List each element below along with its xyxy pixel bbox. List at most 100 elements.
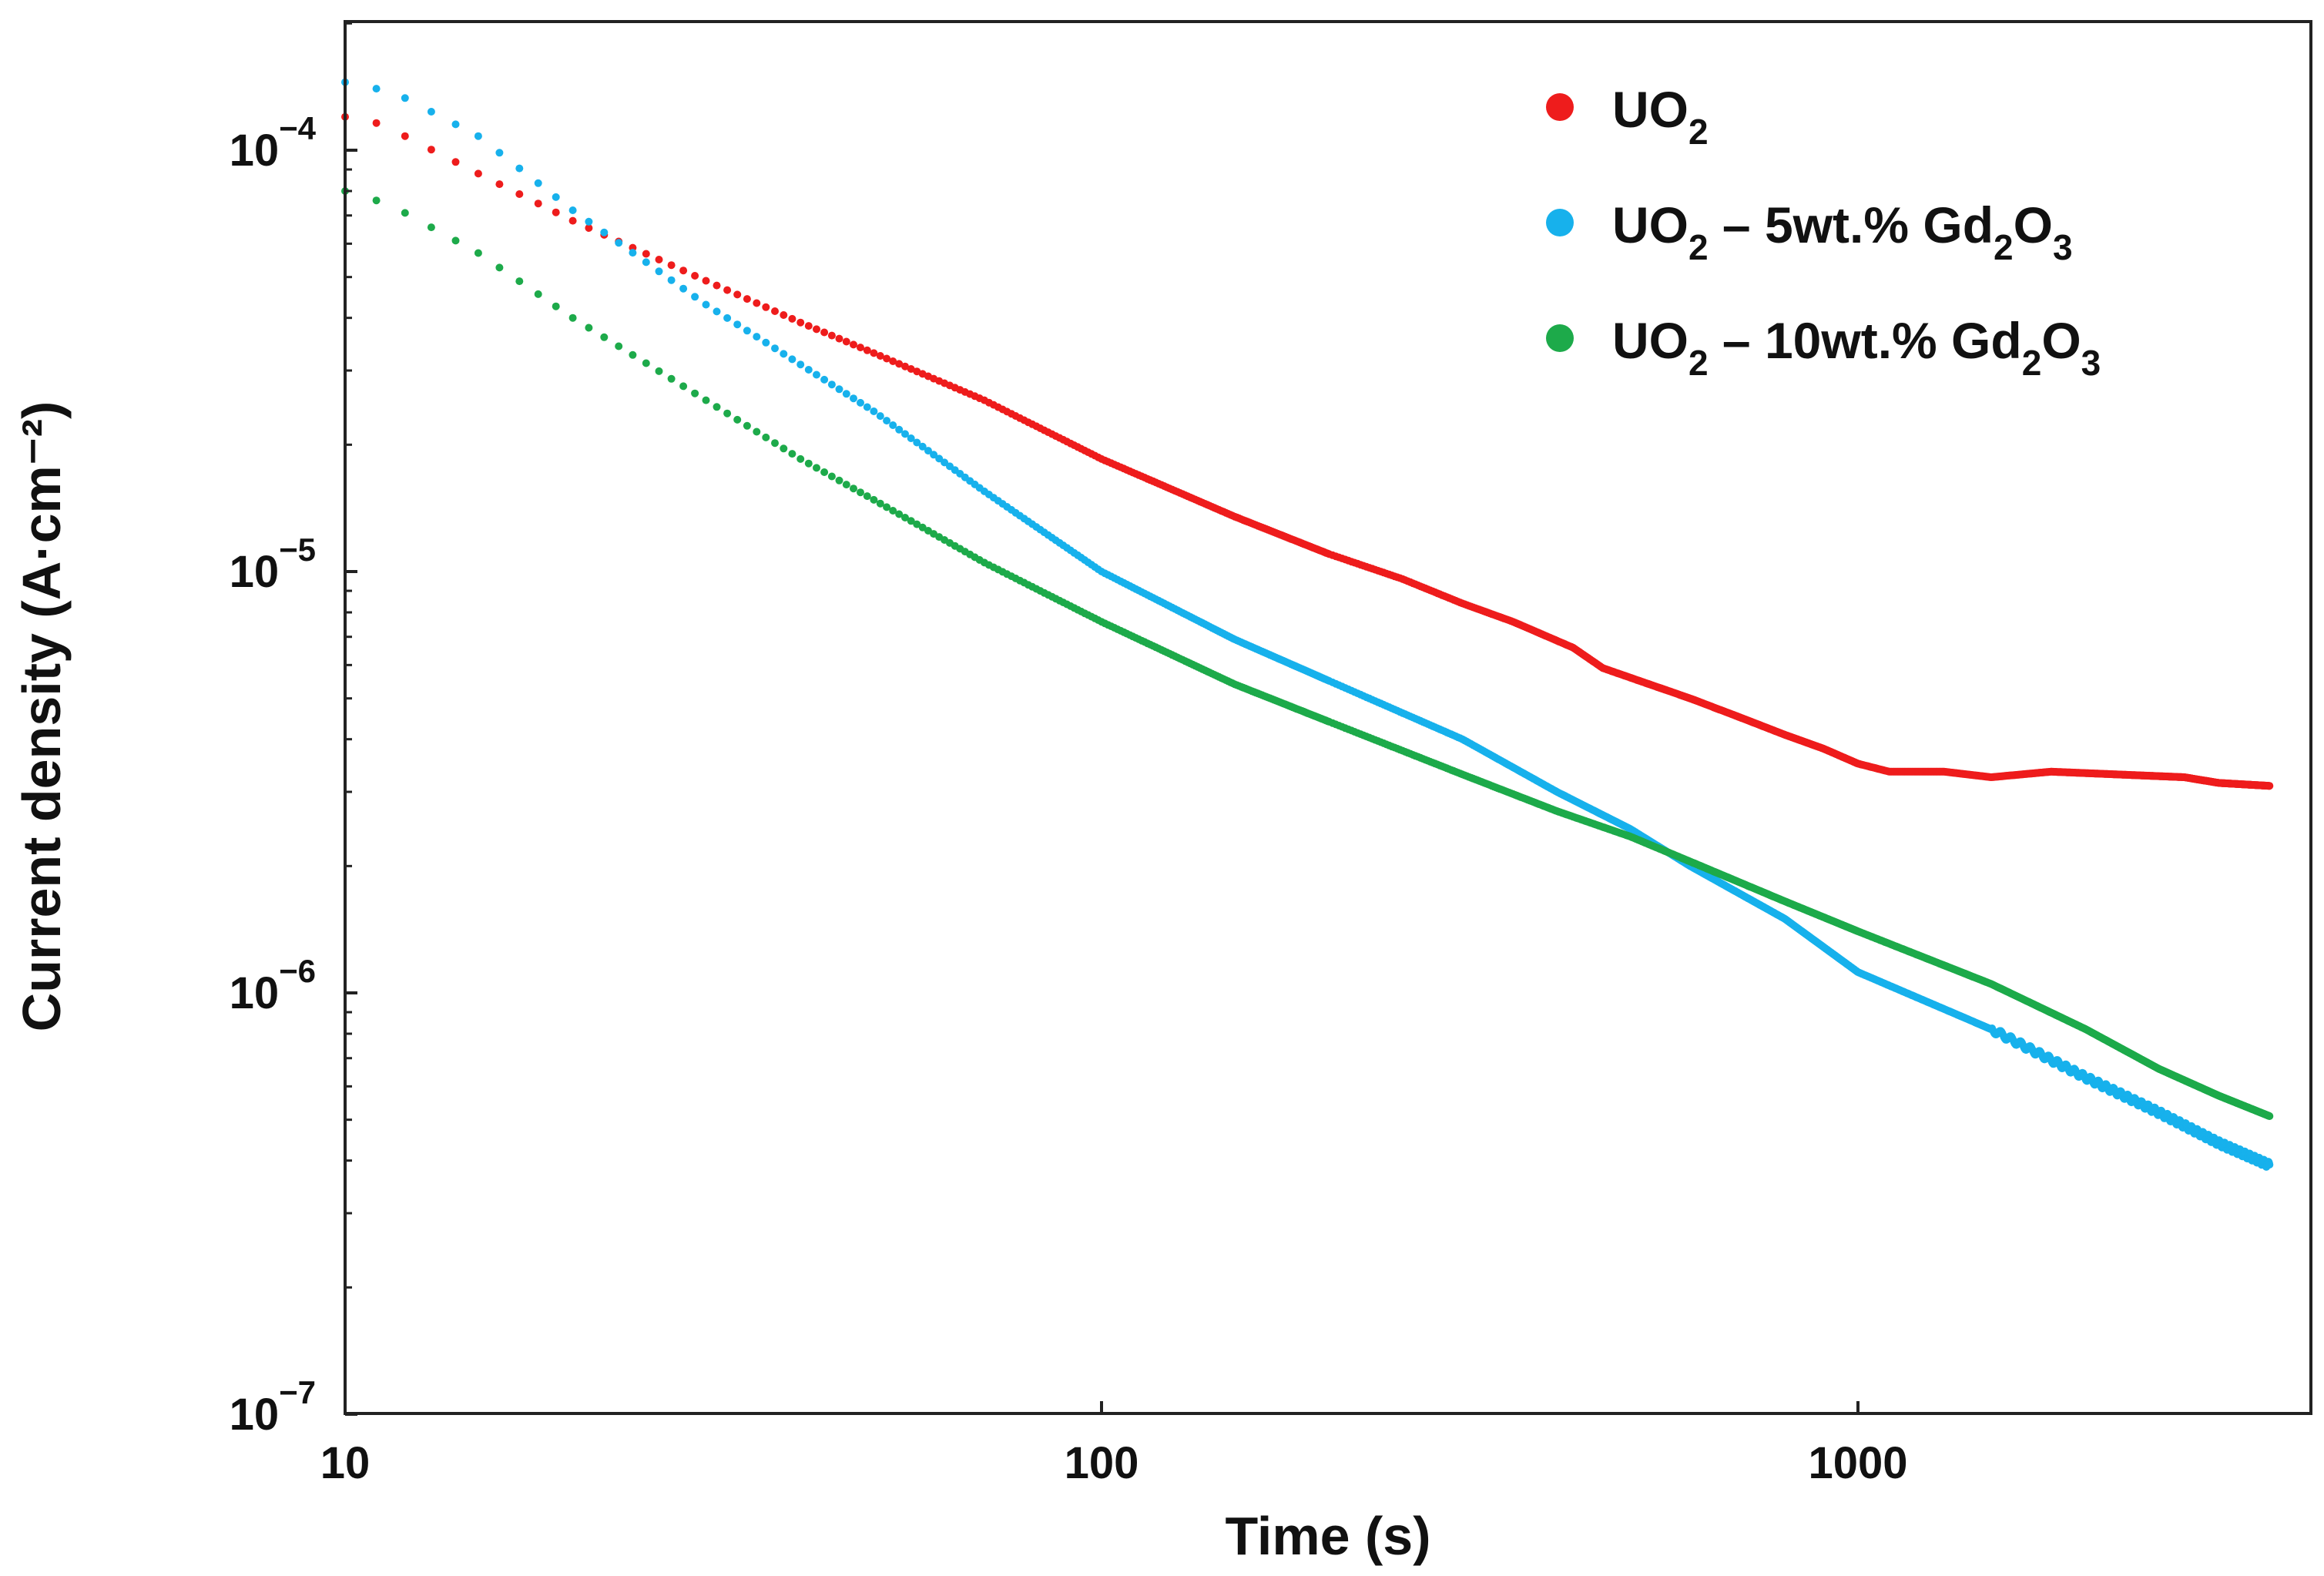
data-point bbox=[941, 458, 949, 467]
y-tick-label: 10−5 bbox=[230, 531, 316, 597]
data-point bbox=[813, 371, 820, 379]
data-point bbox=[857, 488, 864, 497]
data-point bbox=[743, 295, 751, 303]
legend-label-part: 2 bbox=[2022, 343, 2042, 383]
data-point bbox=[842, 337, 850, 346]
data-point bbox=[372, 119, 381, 127]
data-point bbox=[655, 256, 663, 263]
data-point bbox=[743, 421, 751, 430]
series-2 bbox=[341, 78, 2274, 1171]
data-point bbox=[889, 507, 897, 515]
y-tick-label: 10−6 bbox=[230, 953, 316, 1018]
data-point bbox=[857, 344, 864, 352]
legend-label-part: – 5wt.% Gd bbox=[1709, 196, 1994, 253]
data-point bbox=[850, 394, 857, 403]
data-point bbox=[733, 290, 742, 299]
data-point bbox=[870, 495, 878, 504]
data-point bbox=[780, 311, 788, 319]
data-point bbox=[835, 385, 843, 394]
data-point bbox=[930, 451, 938, 459]
x-tick-label: 10 bbox=[320, 1438, 371, 1488]
y-axis-ticks: 10−410−510−610−7 bbox=[230, 22, 357, 1440]
data-point bbox=[679, 267, 688, 275]
data-point bbox=[733, 415, 742, 424]
data-point bbox=[655, 367, 663, 375]
data-point bbox=[585, 217, 593, 226]
y-axis-title: Current density (A·cm⁻²) bbox=[12, 401, 72, 1032]
legend-label-part: 3 bbox=[2081, 343, 2101, 383]
data-point bbox=[691, 389, 699, 397]
legend-label: UO2 bbox=[1612, 81, 1709, 152]
data-point bbox=[401, 132, 409, 140]
data-point bbox=[857, 398, 864, 407]
legend-label: UO2 – 10wt.% Gd2O3 bbox=[1612, 312, 2101, 383]
y-tick-exponent: −7 bbox=[279, 1374, 316, 1410]
data-point bbox=[918, 523, 927, 531]
legend-label-part: – 10wt.% Gd bbox=[1709, 312, 2022, 369]
data-point bbox=[723, 286, 732, 294]
x-axis-title: Time (s) bbox=[1225, 1506, 1430, 1566]
y-tick-base: 10 bbox=[230, 1390, 280, 1440]
series-3 bbox=[341, 187, 2274, 1120]
data-point bbox=[713, 307, 721, 316]
data-point bbox=[895, 425, 904, 434]
data-point bbox=[827, 331, 836, 340]
data-point bbox=[876, 412, 884, 421]
data-point bbox=[702, 396, 710, 404]
data-point bbox=[842, 481, 850, 489]
data-point bbox=[2265, 782, 2274, 790]
y-tick-base: 10 bbox=[230, 547, 280, 597]
data-point bbox=[907, 434, 915, 442]
data-point bbox=[835, 334, 843, 343]
data-point bbox=[762, 433, 770, 441]
y-tick-exponent: −4 bbox=[279, 110, 317, 146]
y-tick-base: 10 bbox=[230, 968, 280, 1018]
data-point bbox=[615, 239, 623, 247]
data-point bbox=[568, 216, 577, 225]
data-point bbox=[753, 333, 761, 341]
data-point bbox=[870, 407, 878, 415]
legend-label-part: 2 bbox=[1994, 227, 2014, 267]
data-point bbox=[655, 267, 663, 276]
data-point bbox=[889, 421, 897, 429]
legend-label-part: UO bbox=[1612, 81, 1689, 138]
data-point bbox=[372, 196, 381, 205]
data-point bbox=[895, 360, 904, 368]
x-tick-label: 1000 bbox=[1808, 1438, 1907, 1488]
series-1 bbox=[341, 112, 2274, 790]
y-tick-exponent: −5 bbox=[279, 531, 316, 568]
x-axis-ticks: 10 100 1000 bbox=[320, 1401, 1908, 1488]
data-point bbox=[642, 250, 650, 258]
data-point bbox=[713, 281, 721, 290]
data-point bbox=[850, 485, 857, 493]
data-point bbox=[753, 299, 761, 307]
data-point bbox=[474, 249, 482, 257]
data-point bbox=[585, 224, 593, 232]
data-point bbox=[813, 464, 820, 472]
data-point bbox=[515, 164, 524, 173]
data-point bbox=[568, 206, 577, 214]
data-point bbox=[901, 362, 909, 371]
data-point bbox=[804, 459, 813, 468]
data-point bbox=[753, 428, 761, 436]
data-point bbox=[876, 499, 884, 508]
data-point bbox=[723, 314, 732, 322]
data-point bbox=[827, 381, 836, 389]
data-point bbox=[691, 293, 699, 301]
data-point bbox=[615, 342, 623, 350]
data-point bbox=[907, 517, 915, 525]
data-point bbox=[883, 503, 891, 511]
data-point bbox=[552, 302, 560, 310]
data-point bbox=[474, 132, 482, 140]
data-point bbox=[534, 179, 542, 187]
data-point bbox=[788, 314, 796, 323]
data-point bbox=[924, 447, 932, 455]
data-point bbox=[451, 236, 460, 245]
data-point bbox=[883, 354, 891, 363]
data-point bbox=[600, 228, 609, 236]
y-tick-exponent: −6 bbox=[279, 953, 316, 989]
data-point bbox=[918, 442, 927, 451]
data-point bbox=[474, 169, 482, 178]
